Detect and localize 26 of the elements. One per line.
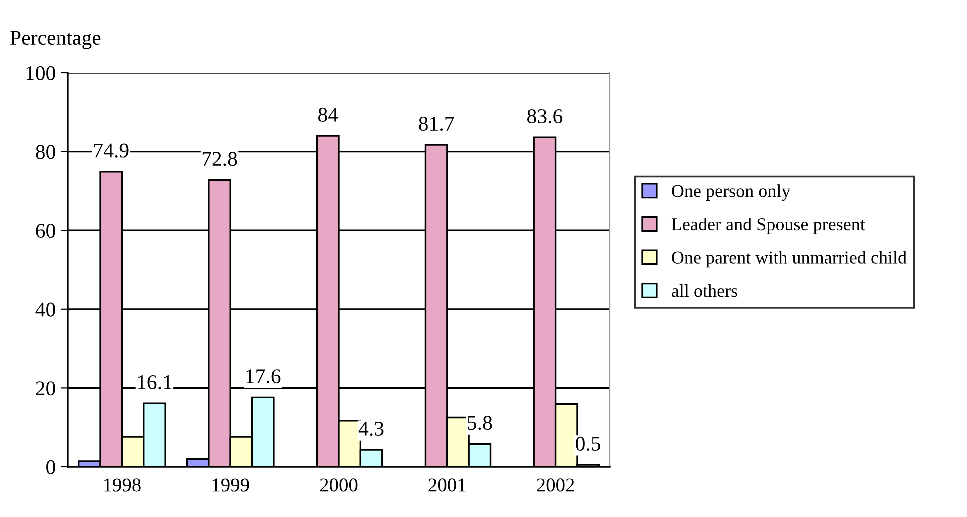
y-tick-label: 100	[26, 66, 56, 80]
data-label: 4.3	[358, 422, 384, 436]
data-label: 74.9	[94, 144, 129, 158]
y-axis-title: Percentage	[10, 31, 101, 50]
y-tick-label: 80	[36, 145, 56, 160]
data-label: 16.1	[138, 375, 172, 390]
data-label: 83.6	[528, 109, 563, 124]
legend-label: Leader and Spouse present	[672, 218, 866, 234]
legend-label: One parent with unmarried child	[672, 251, 907, 268]
x-tick-label: 2001	[428, 478, 466, 492]
data-label: 0.5	[576, 436, 601, 452]
data-label: 17.6	[246, 370, 281, 384]
data-label: 84	[318, 108, 338, 122]
y-tick-label: 40	[36, 302, 56, 317]
y-tick-label: 60	[36, 224, 56, 238]
x-tick-label: 1998	[104, 478, 141, 492]
y-tick-label: 20	[36, 382, 56, 396]
data-label: 5.8	[468, 416, 492, 430]
data-label: 81.7	[419, 116, 454, 132]
legend-label: One person only	[672, 184, 791, 202]
legend-label: all others	[672, 284, 738, 298]
x-tick-label: 1999	[212, 478, 250, 492]
x-tick-label: 2002	[537, 478, 574, 492]
x-tick-label: 2000	[320, 478, 358, 492]
data-label: 72.8	[202, 152, 238, 166]
y-tick-label: 0	[46, 460, 56, 474]
